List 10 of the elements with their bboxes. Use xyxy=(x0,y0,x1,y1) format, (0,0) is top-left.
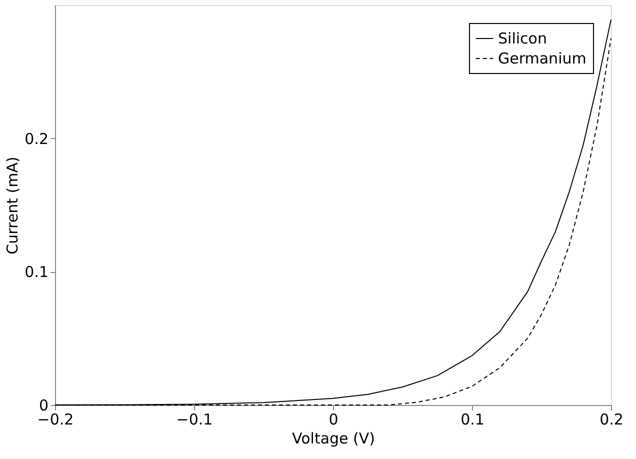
x-tick-label: 0.1 xyxy=(460,410,484,428)
x-axis-title: Voltage (V) xyxy=(292,430,375,448)
legend-label: Germanium xyxy=(498,50,586,68)
x-tick-label: −0.1 xyxy=(176,410,213,428)
x-tick-label: 0.2 xyxy=(600,410,624,428)
y-axis-title: Current (mA) xyxy=(4,156,22,254)
x-tick-label: 0 xyxy=(328,410,338,428)
y-tick-label: 0.2 xyxy=(24,130,48,148)
y-tick-label: 0.1 xyxy=(24,263,48,282)
legend-label: Silicon xyxy=(498,30,547,48)
